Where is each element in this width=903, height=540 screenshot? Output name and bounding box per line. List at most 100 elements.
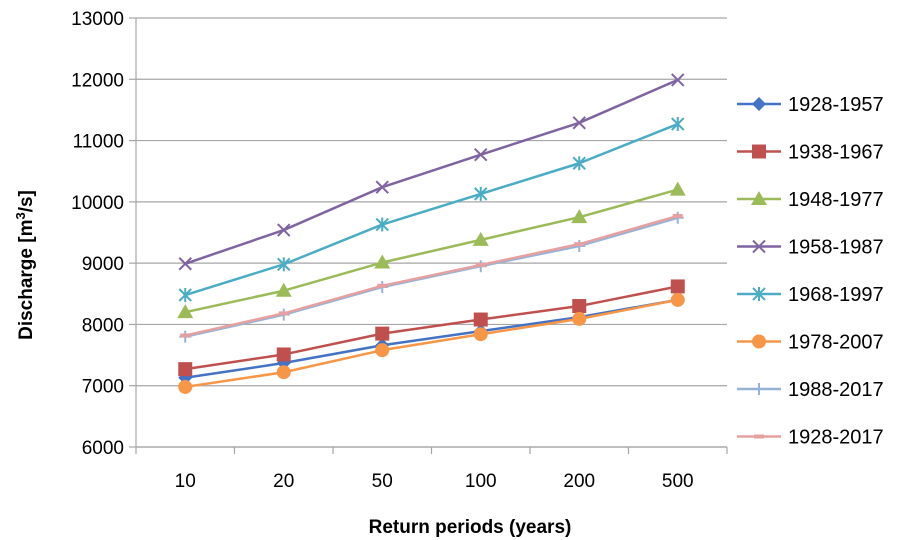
legend-label: 1938-1967 — [788, 142, 884, 164]
series-line — [184, 122, 679, 297]
data-point — [669, 181, 686, 196]
x-tick-label: 10 — [175, 471, 196, 492]
y-tick-label: 6000 — [82, 438, 124, 459]
data-point — [278, 311, 289, 316]
y-tick-label: 8000 — [82, 315, 124, 336]
legend-item: 1928-1957 — [737, 94, 884, 116]
legend-marker — [752, 334, 766, 349]
data-point — [178, 362, 193, 377]
data-point — [571, 209, 588, 224]
y-axis-title: Discharge [m3/s] — [13, 190, 37, 340]
y-tick-label: 13000 — [71, 9, 124, 30]
series-1958-1987 — [178, 73, 685, 271]
data-point — [276, 347, 291, 362]
legend-label: 1928-1957 — [788, 94, 884, 116]
data-point — [276, 365, 291, 380]
y-axis-title-tail: /s] — [16, 190, 37, 212]
legend-label: 1968-1997 — [788, 284, 884, 306]
data-point — [177, 304, 194, 319]
y-tick-label: 7000 — [82, 377, 124, 398]
legend-item: 1988-2017 — [737, 379, 884, 401]
series-1968-1997 — [178, 117, 685, 303]
data-point — [180, 333, 191, 338]
x-tick-label: 500 — [662, 471, 694, 492]
legend-marker — [753, 383, 765, 395]
legend-item: 1938-1967 — [737, 142, 884, 164]
data-point — [178, 257, 192, 271]
data-point — [375, 343, 390, 358]
legend-item: 1968-1997 — [737, 284, 884, 306]
data-point — [572, 156, 586, 171]
series-line — [185, 298, 678, 389]
data-point — [178, 379, 193, 394]
y-axis-title-main: Discharge [m — [16, 220, 37, 340]
axes — [135, 18, 727, 448]
legend-label: 1948-1977 — [788, 189, 884, 211]
series-1988-2017 — [179, 211, 684, 343]
data-point — [275, 282, 292, 297]
legend-marker — [754, 434, 764, 439]
data-point — [473, 327, 488, 342]
legend-marker — [752, 97, 766, 111]
x-tick-label: 50 — [372, 471, 393, 492]
data-point — [574, 242, 585, 247]
x-tick-label: 20 — [273, 471, 294, 492]
series-line — [185, 298, 678, 379]
series-line — [185, 285, 678, 371]
data-point — [670, 292, 685, 307]
data-point — [377, 283, 388, 288]
series-1928-2017 — [180, 213, 683, 338]
data-point — [472, 231, 489, 246]
legend-item: 1978-2007 — [737, 332, 884, 354]
series-line — [184, 188, 679, 314]
data-point — [474, 147, 488, 162]
legend-item: 1948-1977 — [737, 189, 884, 211]
legend-item: 1958-1987 — [737, 237, 884, 259]
data-point — [178, 288, 192, 303]
data-point — [572, 311, 587, 326]
data-point — [473, 312, 488, 327]
legend-label: 1988-2017 — [788, 379, 884, 401]
series-1928-1957 — [178, 292, 685, 385]
legend-marker — [751, 191, 767, 205]
legend-label: 1928-2017 — [788, 427, 884, 449]
x-tick-label: 200 — [563, 471, 595, 492]
data-point — [375, 180, 389, 194]
y-tick-label: 11000 — [73, 132, 124, 153]
x-tick-label: 100 — [465, 471, 497, 492]
y-tick-label: 12000 — [71, 70, 124, 91]
data-point — [277, 223, 291, 237]
series-1978-2007 — [178, 292, 685, 394]
legend-item: 1928-2017 — [737, 427, 884, 449]
legend: 1928-1957 1938-1967 1948-1977 1958-1987 1968… — [737, 94, 884, 449]
data-point — [670, 279, 685, 294]
data-point — [671, 117, 685, 132]
data-point — [572, 116, 586, 130]
series-1938-1967 — [178, 279, 685, 377]
y-axis-ticks: 6000 7000 8000 9000 10000 11000 12000 13000 — [71, 9, 136, 459]
x-axis-title: Return periods (years) — [369, 517, 572, 538]
gridlines — [136, 17, 727, 448]
series-group — [177, 73, 686, 394]
data-point — [374, 254, 391, 269]
data-point — [475, 262, 486, 267]
data-point — [277, 257, 291, 272]
series-line — [184, 214, 679, 337]
y-axis-title-sup: 3 — [13, 212, 28, 219]
y-tick-label: 9000 — [82, 254, 124, 275]
x-axis-ticks: 10 20 50 100 200 500 — [135, 447, 728, 492]
y-tick-label: 10000 — [71, 193, 124, 214]
legend-label: 1978-2007 — [788, 332, 884, 354]
data-point — [375, 217, 389, 232]
data-point — [672, 213, 683, 218]
legend-marker — [752, 144, 766, 159]
series-1948-1977 — [177, 181, 686, 319]
legend-label: 1958-1987 — [788, 237, 884, 259]
data-point — [474, 186, 488, 201]
legend-marker — [752, 287, 766, 301]
data-point — [572, 299, 587, 314]
legend-marker — [752, 239, 766, 254]
series-line — [184, 78, 679, 265]
data-point — [671, 73, 685, 87]
